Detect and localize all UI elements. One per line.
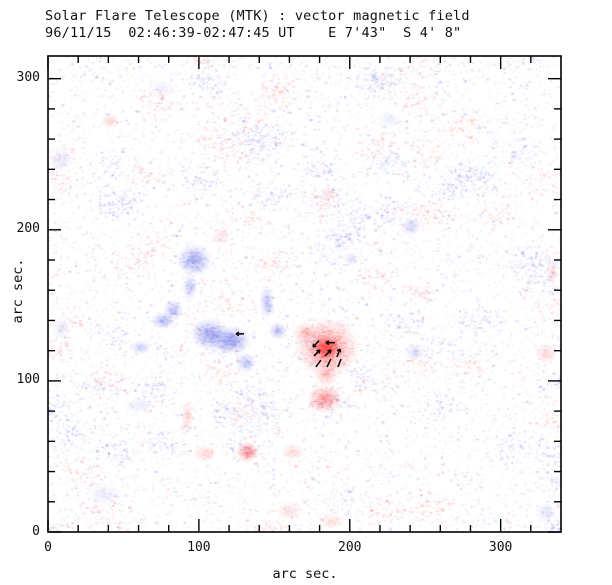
field-vector [324, 349, 332, 357]
x-tick-label: 300 [488, 540, 513, 555]
field-vector-head [312, 345, 317, 348]
plot-box [47, 55, 562, 533]
y-tick-label: 200 [16, 221, 40, 237]
field-vector [315, 359, 322, 368]
field-vector-head [316, 349, 321, 352]
field-vector [312, 340, 320, 348]
field-vector [313, 349, 321, 357]
field-vector-head [325, 342, 330, 346]
y-tick-label: 300 [16, 70, 40, 86]
x-axis-label: arc sec. [272, 566, 338, 582]
field-vector [326, 358, 332, 368]
y-axis-label: arc sec. [10, 258, 26, 324]
y-tick-label: 100 [16, 372, 40, 388]
field-vector-head [235, 333, 240, 337]
field-vector [337, 358, 342, 368]
field-vector-head [327, 349, 332, 352]
field-vector [336, 348, 341, 358]
x-tick-label: 200 [338, 540, 362, 555]
field-vector-head [336, 348, 341, 352]
x-tick-label: 0 [44, 540, 52, 555]
x-tick-label: 100 [187, 540, 211, 555]
y-tick-label: 0 [32, 523, 40, 539]
